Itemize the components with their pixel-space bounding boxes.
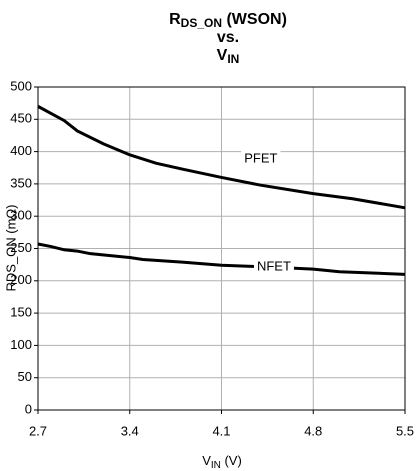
title-text: V: [217, 47, 228, 64]
y-tick-label: 0: [25, 401, 32, 416]
y-tick-label: 200: [10, 272, 32, 287]
series-label-bg: [241, 149, 281, 167]
chart-title-line3: VIN: [217, 47, 240, 66]
y-tick-label: 500: [10, 78, 32, 93]
x-label-suffix: (V): [221, 453, 242, 468]
series-label: PFET: [244, 151, 277, 166]
y-tick-label: 100: [10, 337, 32, 352]
title-text: R: [169, 11, 181, 28]
x-label-subscript: IN: [211, 460, 221, 471]
y-tick-label: 250: [10, 240, 32, 255]
y-tick-label: 50: [18, 369, 32, 384]
x-axis-label: VIN (V): [202, 453, 242, 470]
y-tick-label: 350: [10, 175, 32, 190]
y-tick-label: 150: [10, 305, 32, 320]
chart-title: RDS_ON (WSON): [169, 11, 287, 30]
chart-title-vs: vs.: [217, 29, 239, 46]
x-tick-label: 2.7: [29, 423, 47, 438]
x-label-text: V: [202, 453, 211, 468]
x-tick-label: 4.1: [212, 423, 230, 438]
y-axis-label: RDS_ON (mΩ): [3, 205, 18, 292]
x-tick-label: 3.4: [121, 423, 139, 438]
y-tick-label: 400: [10, 143, 32, 158]
series-label-bg: [253, 257, 294, 275]
title-subscript: DS_ON: [181, 16, 222, 30]
title-suffix: (WSON): [222, 11, 287, 28]
line-series: [37, 105, 406, 210]
title-subscript: IN: [227, 52, 239, 66]
y-tick-label: 450: [10, 111, 32, 126]
x-tick-label: 4.8: [304, 423, 322, 438]
y-tick-label: 300: [10, 208, 32, 223]
x-tick-label: 5.5: [396, 423, 414, 438]
plot-frame: [37, 86, 406, 411]
line-series: [37, 242, 406, 276]
series-label: NFET: [257, 259, 291, 274]
